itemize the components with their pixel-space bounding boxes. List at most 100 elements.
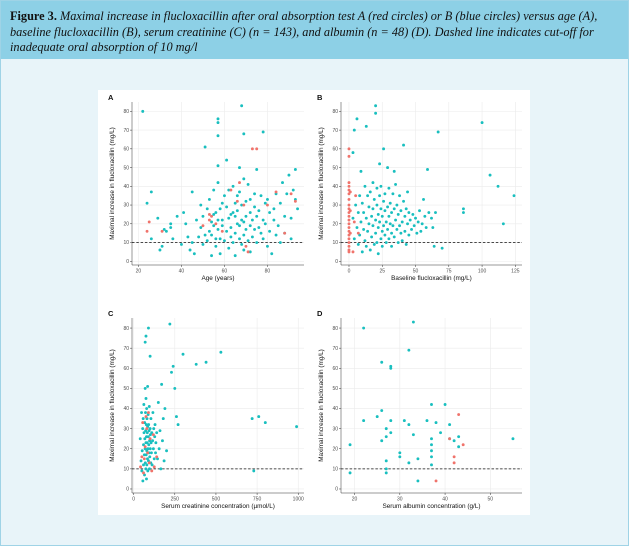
data-point-test-b	[141, 427, 145, 431]
data-point-test-b	[150, 431, 154, 435]
data-point-test-b	[257, 415, 261, 419]
data-point-test-b	[412, 224, 416, 228]
data-point-test-b	[242, 233, 246, 237]
data-point-test-b	[380, 439, 384, 443]
data-point-test-b	[263, 201, 267, 205]
data-point-test-b	[266, 244, 269, 248]
y-tick-label: 50	[332, 165, 338, 171]
data-point-test-a	[356, 231, 360, 235]
y-tick-label: 80	[123, 326, 129, 332]
data-point-test-a	[214, 222, 218, 226]
data-point-test-b	[512, 194, 516, 198]
data-point-test-a	[144, 415, 148, 419]
data-point-test-b	[194, 362, 198, 366]
data-point-test-b	[430, 437, 433, 441]
data-point-test-b	[173, 386, 177, 390]
data-point-test-b	[169, 222, 173, 226]
data-point-test-b	[149, 441, 153, 445]
data-point-test-a	[207, 218, 211, 222]
data-point-test-b	[366, 194, 370, 198]
data-point-test-b	[270, 252, 274, 256]
data-point-test-b	[375, 415, 379, 419]
data-point-test-b	[398, 194, 402, 198]
data-point-test-b	[440, 246, 444, 250]
data-point-test-b	[439, 431, 442, 435]
data-point-test-b	[354, 203, 358, 207]
data-point-test-b	[231, 241, 235, 244]
data-point-test-b	[139, 459, 143, 463]
data-point-test-b	[207, 229, 211, 233]
data-point-test-b	[180, 242, 183, 246]
data-point-test-b	[430, 463, 433, 467]
data-point-test-b	[368, 248, 372, 252]
data-point-test-b	[145, 201, 149, 205]
data-point-test-b	[143, 461, 147, 465]
data-point-test-b	[363, 239, 367, 243]
data-point-test-b	[378, 162, 382, 166]
data-point-test-b	[214, 211, 218, 214]
data-point-test-b	[154, 441, 158, 445]
data-point-test-b	[141, 417, 145, 421]
data-point-test-b	[227, 216, 231, 220]
y-tick-label: 30	[123, 203, 129, 209]
data-point-test-b	[407, 211, 411, 214]
data-point-test-b	[157, 447, 161, 451]
data-point-test-b	[384, 220, 388, 224]
data-point-test-b	[387, 214, 391, 218]
data-point-test-b	[293, 167, 297, 171]
data-point-test-b	[261, 130, 265, 134]
data-point-test-b	[367, 205, 371, 209]
data-point-test-b	[229, 226, 233, 229]
data-point-test-b	[145, 407, 149, 410]
data-point-test-b	[364, 244, 368, 248]
data-point-test-b	[501, 222, 505, 226]
data-point-test-b	[242, 177, 246, 181]
y-axis-title: Maximal increase in flucloxacillin (mg/L…	[318, 127, 325, 240]
data-point-test-b	[370, 235, 374, 239]
data-point-test-b	[416, 457, 420, 461]
data-point-test-b	[216, 134, 220, 138]
data-point-test-a	[293, 199, 297, 203]
data-point-test-b	[225, 229, 229, 233]
data-point-test-b	[419, 229, 423, 233]
data-point-test-b	[387, 237, 391, 241]
panel-label: C	[108, 309, 114, 318]
data-point-test-b	[289, 216, 293, 220]
x-tick-label: 40	[179, 269, 185, 275]
y-tick-label: 40	[123, 406, 129, 412]
data-point-test-b	[250, 417, 254, 421]
data-point-test-b	[391, 224, 395, 228]
data-point-test-b	[150, 463, 154, 467]
data-point-test-a	[354, 194, 358, 198]
data-point-test-b	[378, 194, 382, 198]
data-point-test-b	[253, 192, 256, 196]
panel-label: D	[317, 309, 323, 318]
data-point-test-b	[140, 469, 144, 473]
data-point-test-b	[242, 248, 246, 252]
data-point-test-b	[142, 431, 146, 435]
x-tick-label: 20	[136, 269, 142, 275]
data-point-test-b	[384, 427, 388, 431]
y-tick-label: 20	[123, 221, 129, 227]
data-point-test-b	[155, 431, 159, 435]
data-point-test-b	[420, 222, 424, 226]
data-point-test-b	[360, 201, 364, 205]
data-point-test-b	[216, 227, 220, 231]
data-point-test-b	[143, 340, 147, 344]
data-point-test-b	[263, 421, 267, 425]
data-point-test-b	[242, 220, 246, 224]
data-point-test-b	[238, 237, 241, 241]
data-point-test-b	[382, 147, 386, 151]
data-point-test-b	[396, 212, 400, 216]
data-point-test-b	[452, 439, 456, 443]
data-point-test-a	[347, 147, 351, 151]
data-point-test-b	[248, 224, 252, 228]
data-point-test-b	[181, 352, 185, 356]
data-point-test-a	[266, 203, 269, 207]
data-point-test-b	[147, 467, 151, 471]
data-point-test-a	[148, 437, 152, 441]
y-tick-label: 10	[123, 467, 129, 473]
data-point-test-b	[407, 348, 411, 352]
data-point-test-b	[394, 218, 398, 222]
data-point-test-b	[225, 158, 229, 162]
